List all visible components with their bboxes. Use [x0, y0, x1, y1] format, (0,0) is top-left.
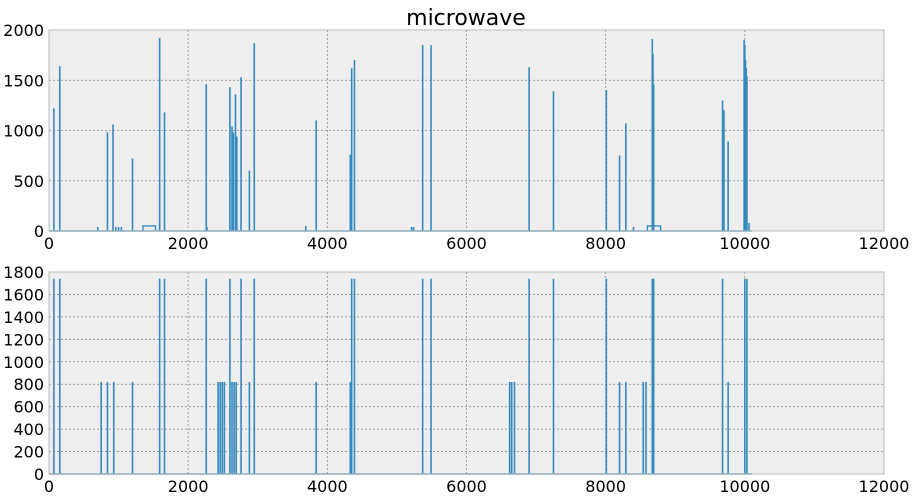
x-tick-label: 10000 [719, 477, 770, 496]
chart-title: microwave [406, 6, 526, 31]
x-tick-label: 12000 [859, 477, 910, 496]
x-tick-label: 12000 [859, 234, 910, 253]
y-tick-label: 1000 [3, 353, 44, 372]
x-tick-label: 0 [44, 234, 54, 253]
y-tick-label: 400 [13, 420, 44, 439]
x-tick-label: 6000 [446, 477, 487, 496]
y-tick-label: 1400 [3, 308, 44, 327]
y-tick-label: 0 [34, 465, 44, 484]
x-tick-label: 4000 [307, 234, 348, 253]
x-tick-label: 4000 [307, 477, 348, 496]
x-tick-label: 2000 [168, 234, 209, 253]
x-tick-label: 2000 [168, 477, 209, 496]
y-tick-label: 500 [13, 172, 44, 191]
x-tick-label: 8000 [585, 477, 626, 496]
y-tick-label: 1600 [3, 285, 44, 304]
x-tick-label: 0 [44, 477, 54, 496]
x-tick-label: 10000 [719, 234, 770, 253]
y-tick-label: 0 [34, 222, 44, 241]
y-tick-label: 1500 [3, 71, 44, 90]
x-tick-label: 8000 [585, 234, 626, 253]
y-tick-label: 1800 [3, 263, 44, 282]
plot-frame [48, 271, 885, 475]
y-tick-label: 600 [13, 398, 44, 417]
x-tick-label: 6000 [446, 234, 487, 253]
series-plateau [142, 225, 157, 231]
y-tick-label: 2000 [3, 21, 44, 40]
plot-frame [48, 29, 885, 232]
y-tick-label: 1200 [3, 330, 44, 349]
y-tick-label: 800 [13, 375, 44, 394]
y-tick-label: 1000 [3, 122, 44, 141]
top-panel: 0 500 1000 1500 2000 0 2000 4000 6000 8000 10000 12… [3, 21, 909, 253]
y-tick-label: 200 [13, 443, 44, 462]
